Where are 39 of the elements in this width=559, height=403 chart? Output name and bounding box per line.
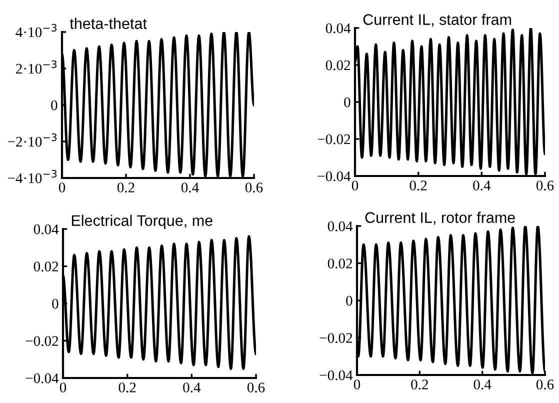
chart-title: theta-thetat bbox=[70, 18, 147, 29]
x-tick-label: 0 bbox=[354, 380, 360, 390]
y-tick-label: −0.02 bbox=[320, 333, 352, 344]
y-tick-label: −0.04 bbox=[26, 373, 59, 384]
y-tick-label: 0 bbox=[51, 100, 58, 110]
x-tick-label: 0.6 bbox=[247, 382, 265, 392]
y-tick-label: 2·10$^{−3}$ bbox=[16, 60, 56, 74]
chart-title: Current IL, rotor frame bbox=[365, 212, 515, 225]
x-tick-label: 0.6 bbox=[245, 182, 263, 192]
chart-title: Current IL, stator fram bbox=[363, 14, 512, 27]
x-tick-label: 0.4 bbox=[474, 380, 492, 390]
x-tick-label: 0.6 bbox=[536, 180, 554, 190]
x-tick-label: 0.2 bbox=[411, 380, 428, 390]
y-tick-label: 0.04 bbox=[34, 224, 59, 234]
x-tick-label: 0.2 bbox=[410, 180, 427, 190]
y-tick-label: −0.04 bbox=[320, 370, 353, 380]
y-tick-label: 4·10$^{−3}$ bbox=[16, 24, 56, 38]
x-tick-label: 0.4 bbox=[181, 182, 199, 192]
y-tick-label: 0.02 bbox=[326, 60, 350, 70]
x-tick-label: 0.4 bbox=[473, 180, 491, 190]
y-tick-label: −0.02 bbox=[318, 134, 350, 144]
y-tick-label: 0 bbox=[344, 97, 350, 108]
y-tick-label: 0 bbox=[52, 298, 58, 309]
x-tick-label: 0.2 bbox=[117, 182, 134, 192]
y-tick-label: 0.02 bbox=[34, 262, 58, 272]
y-tick-label: 0 bbox=[346, 296, 352, 306]
y-tick-label: −4·10$^{−3}$ bbox=[8, 170, 57, 184]
x-tick-label: 0 bbox=[60, 382, 66, 392]
y-tick-label: 0.04 bbox=[326, 23, 351, 34]
y-tick-label: −2·10$^{−3}$ bbox=[8, 133, 57, 147]
x-tick-label: 0.2 bbox=[118, 382, 136, 392]
y-tick-label: 0.02 bbox=[328, 258, 352, 269]
y-tick-label: −0.02 bbox=[26, 336, 58, 346]
x-tick-label: 0.4 bbox=[183, 382, 201, 392]
x-tick-label: 0.6 bbox=[536, 380, 554, 390]
x-tick-label: 0 bbox=[58, 182, 66, 192]
chart-title: Electrical Torque, me bbox=[72, 214, 212, 229]
y-tick-label: −0.04 bbox=[318, 171, 351, 182]
y-tick-label: 0.04 bbox=[328, 221, 353, 232]
